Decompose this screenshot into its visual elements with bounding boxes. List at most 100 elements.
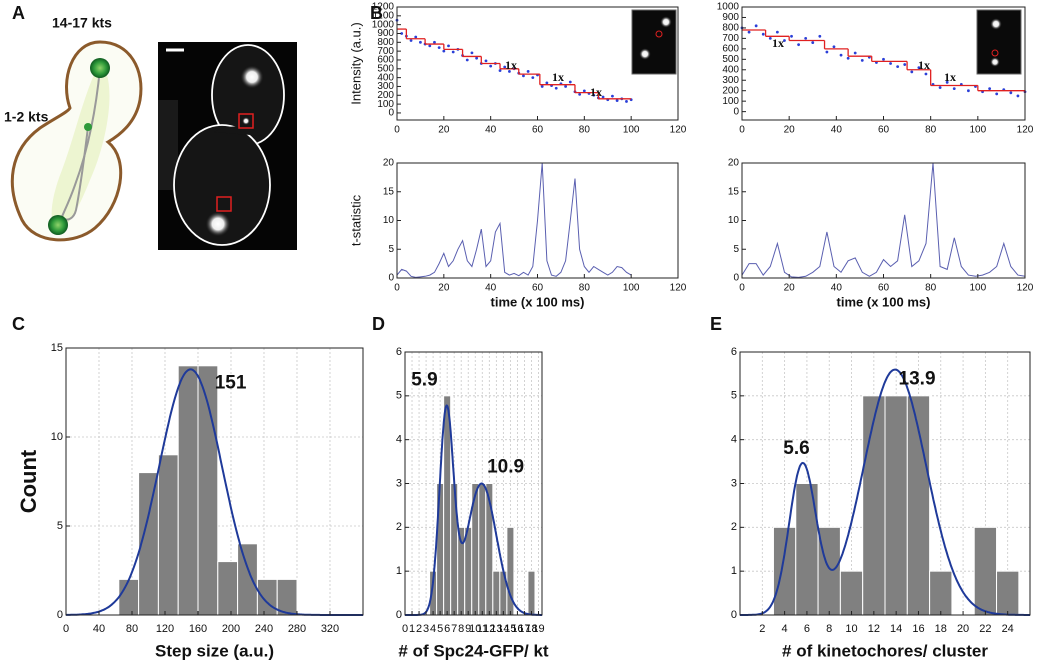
data-point bbox=[783, 39, 786, 42]
x-tick-label: 40 bbox=[831, 283, 843, 294]
x-tick-label: 18 bbox=[935, 623, 947, 635]
x-tick-label: 0 bbox=[63, 623, 69, 635]
x-tick-label: 80 bbox=[126, 623, 138, 635]
data-point bbox=[775, 30, 779, 34]
x-tick-label: 17 bbox=[518, 623, 530, 635]
bar bbox=[256, 578, 278, 616]
y-tick-label: 500 bbox=[377, 63, 394, 74]
y-tick-label: 20 bbox=[728, 158, 740, 169]
y-tick-label: 700 bbox=[377, 46, 394, 57]
data-point bbox=[818, 34, 822, 38]
data-point bbox=[554, 86, 558, 90]
y-tick-label: 400 bbox=[722, 64, 739, 75]
x-tick-label: 2 bbox=[416, 623, 422, 635]
data-point bbox=[903, 63, 907, 66]
data-point bbox=[967, 89, 970, 93]
data-point bbox=[568, 80, 572, 84]
y-tick-label: 5 bbox=[733, 244, 739, 255]
cell-cartoon bbox=[10, 40, 143, 242]
peak-label: 151 bbox=[215, 372, 247, 393]
data-point bbox=[451, 50, 455, 54]
panel-label: A bbox=[12, 3, 25, 23]
x-tick-label: 120 bbox=[1017, 283, 1034, 294]
y-tick-label: 300 bbox=[377, 81, 394, 92]
plot-frame bbox=[741, 162, 1026, 279]
y-tick-label: 5 bbox=[731, 390, 737, 402]
x-tick-label: 6 bbox=[804, 623, 810, 635]
bar bbox=[839, 570, 864, 616]
bar bbox=[177, 365, 199, 616]
y-tick-label: 1 bbox=[731, 565, 737, 577]
x-tick-label: 2 bbox=[759, 623, 765, 635]
micrograph bbox=[158, 42, 297, 250]
data-point bbox=[615, 99, 619, 102]
data-point bbox=[522, 74, 525, 78]
data-point bbox=[484, 59, 488, 63]
data-point bbox=[625, 100, 628, 103]
data-point bbox=[611, 94, 614, 98]
x-tick-label: 120 bbox=[156, 623, 174, 635]
data-point bbox=[540, 85, 544, 88]
bar bbox=[929, 570, 953, 616]
y-tick-label: 200 bbox=[377, 90, 394, 101]
x-axis-label: # of kinetochores/ cluster bbox=[782, 641, 988, 660]
data-point bbox=[526, 70, 530, 73]
bar bbox=[772, 526, 797, 616]
x-tick-label: 200 bbox=[222, 623, 240, 635]
y-tick-label: 700 bbox=[722, 33, 739, 44]
data-point bbox=[945, 80, 949, 84]
data-point bbox=[832, 45, 836, 49]
data-point bbox=[846, 56, 850, 60]
y-tick-label: 1000 bbox=[717, 2, 740, 13]
y-tick-label: 1200 bbox=[372, 2, 395, 13]
y-tick-label: 200 bbox=[722, 85, 739, 96]
data-point bbox=[578, 92, 582, 96]
x-tick-label: 20 bbox=[784, 283, 796, 294]
x-tick-label: 5 bbox=[437, 623, 443, 635]
x-tick-label: 9 bbox=[465, 623, 471, 635]
x-tick-label: 14 bbox=[497, 623, 509, 635]
panel-label: D bbox=[372, 314, 385, 334]
x-tick-label: 100 bbox=[623, 283, 640, 294]
data-point bbox=[988, 87, 992, 91]
data-point bbox=[433, 40, 436, 44]
data-point bbox=[804, 36, 808, 40]
x-tick-label: 320 bbox=[321, 623, 339, 635]
y-tick-label: 2 bbox=[731, 521, 737, 533]
y-tick-label: 300 bbox=[722, 75, 739, 86]
x-tick-label: 19 bbox=[532, 623, 544, 635]
x-tick-label: 18 bbox=[525, 623, 537, 635]
y-tick-label: 15 bbox=[51, 342, 63, 354]
peak-label: 5.9 bbox=[411, 370, 437, 391]
peak-label: 5.6 bbox=[783, 438, 809, 459]
data-point bbox=[896, 65, 900, 69]
data-point bbox=[475, 56, 479, 60]
y-tick-label: 0 bbox=[731, 609, 737, 621]
peak-label: 13.9 bbox=[899, 369, 936, 390]
data-point bbox=[747, 30, 751, 34]
y-tick-label: 5 bbox=[57, 520, 63, 532]
bar bbox=[237, 543, 258, 616]
data-point bbox=[503, 65, 507, 69]
x-tick-label: 80 bbox=[579, 125, 591, 136]
data-point bbox=[465, 58, 469, 62]
data-point bbox=[917, 66, 921, 70]
x-tick-label: 11 bbox=[477, 623, 488, 635]
y-axis-label: Intensity (a.u.) bbox=[348, 22, 363, 104]
x-tick-label: 40 bbox=[485, 125, 497, 136]
annotation: 1x bbox=[505, 58, 517, 72]
data-point bbox=[400, 32, 404, 35]
x-tick-label: 40 bbox=[831, 125, 843, 136]
x-tick-label: 1 bbox=[409, 623, 415, 635]
bar bbox=[118, 578, 140, 616]
panel-label: B bbox=[370, 3, 383, 23]
y-tick-label: 0 bbox=[388, 273, 394, 284]
illustration-label: 14-17 kts bbox=[52, 15, 112, 31]
x-tick-label: 20 bbox=[957, 623, 969, 635]
data-point bbox=[952, 87, 956, 91]
data-point bbox=[428, 44, 432, 48]
x-tick-label: 60 bbox=[532, 125, 544, 136]
bar bbox=[217, 561, 239, 616]
x-tick-label: 4 bbox=[782, 623, 788, 635]
line-series bbox=[741, 162, 1026, 278]
